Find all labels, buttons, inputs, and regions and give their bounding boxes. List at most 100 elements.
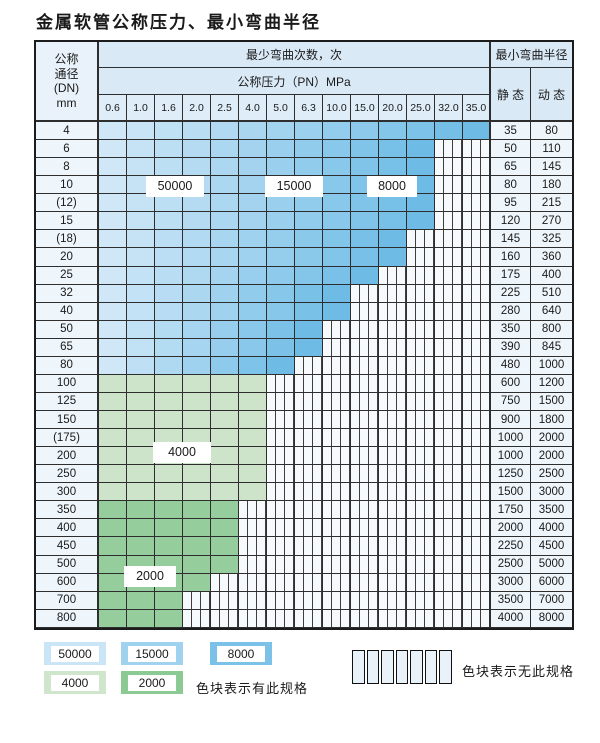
static-radius-cell: 1250 [491, 465, 531, 484]
spec-cell [295, 212, 323, 231]
no-spec-cell [379, 573, 407, 592]
dynamic-radius-cell: 110 [531, 140, 572, 159]
spec-cell [183, 392, 211, 411]
static-radius-cell: 2250 [491, 537, 531, 556]
spec-cell [155, 302, 183, 321]
spec-cell [295, 158, 323, 177]
spec-cell [267, 230, 295, 249]
spec-cell [127, 158, 155, 177]
spec-cell [127, 591, 155, 610]
spec-cell [183, 555, 211, 574]
no-spec-cell [351, 573, 379, 592]
legend-swatch-label: 50000 [51, 645, 99, 662]
no-spec-cell [351, 320, 379, 339]
static-radius-cell: 750 [491, 392, 531, 411]
no-spec-cell [407, 429, 435, 448]
no-spec-cell [463, 212, 491, 231]
static-radius-cell: 1750 [491, 501, 531, 520]
spec-cell [155, 483, 183, 502]
no-spec-cell [379, 411, 407, 430]
spec-cell [155, 411, 183, 430]
dynamic-radius-cell: 800 [531, 320, 572, 339]
no-spec-cell [351, 591, 379, 610]
spec-cell [267, 194, 295, 213]
spec-cell [99, 447, 127, 466]
no-spec-cell [267, 483, 295, 502]
spec-cell [183, 284, 211, 303]
spec-cell [99, 573, 127, 592]
no-spec-cell [323, 338, 351, 357]
spec-cell [239, 447, 267, 466]
spec-cell [351, 248, 379, 267]
no-spec-cell [351, 356, 379, 375]
no-spec-cell [463, 248, 491, 267]
dn-cell: 400 [36, 519, 99, 538]
spec-cell [267, 356, 295, 375]
spec-cell [295, 194, 323, 213]
static-radius-cell: 900 [491, 411, 531, 430]
spec-cell [99, 591, 127, 610]
no-spec-cell [407, 392, 435, 411]
spec-cell [99, 501, 127, 520]
spec-cell [295, 248, 323, 267]
no-spec-cell [267, 374, 295, 393]
no-spec-cell [379, 555, 407, 574]
spec-cell [351, 194, 379, 213]
spec-cell [155, 609, 183, 628]
legend-swatch-50000: 50000 [44, 642, 106, 665]
spec-cell [239, 356, 267, 375]
spec-cell [211, 194, 239, 213]
spec-cell [295, 284, 323, 303]
spec-cell [267, 266, 295, 285]
spec-cell [295, 122, 323, 141]
no-spec-cell [351, 609, 379, 628]
static-radius-cell: 2000 [491, 519, 531, 538]
no-spec-legend-cell [352, 650, 365, 684]
spec-cell [155, 158, 183, 177]
no-spec-cell [463, 591, 491, 610]
no-spec-cell [435, 320, 463, 339]
dynamic-radius-cell: 640 [531, 302, 572, 321]
spec-cell [211, 501, 239, 520]
static-header: 静 态 [491, 68, 531, 122]
cycles-label-50000: 50000 [146, 176, 204, 197]
dynamic-radius-cell: 3500 [531, 501, 572, 520]
static-radius-cell: 50 [491, 140, 531, 159]
pressure-value-header: 5.0 [267, 95, 295, 122]
no-spec-legend-cell [410, 650, 423, 684]
spec-cell [211, 555, 239, 574]
dn-cell: 15 [36, 212, 99, 231]
no-spec-cell [323, 555, 351, 574]
spec-cell [211, 465, 239, 484]
spec-cell [155, 338, 183, 357]
no-spec-cell [351, 284, 379, 303]
static-radius-cell: 80 [491, 176, 531, 195]
no-spec-cell [323, 573, 351, 592]
no-spec-cell [407, 411, 435, 430]
pressure-value-header: 4.0 [239, 95, 267, 122]
spec-cell [99, 411, 127, 430]
spec-cell [211, 338, 239, 357]
dynamic-header: 动 态 [531, 68, 572, 122]
spec-cell [239, 320, 267, 339]
spec-cell [211, 320, 239, 339]
pressure-value-header: 2.5 [211, 95, 239, 122]
no-spec-cell [239, 555, 267, 574]
dn-cell: 250 [36, 465, 99, 484]
spec-cell [239, 212, 267, 231]
spec-cell [211, 429, 239, 448]
pressure-value-header: 25.0 [407, 95, 435, 122]
cycles-label-2000: 2000 [124, 566, 176, 587]
no-spec-cell [295, 374, 323, 393]
spec-cell [239, 465, 267, 484]
no-spec-cell [323, 483, 351, 502]
spec-cell [155, 284, 183, 303]
no-spec-cell [407, 501, 435, 520]
no-spec-cell [267, 591, 295, 610]
no-spec-cell [407, 465, 435, 484]
spec-cell [99, 356, 127, 375]
spec-cell [211, 158, 239, 177]
no-spec-cell [267, 501, 295, 520]
no-spec-cell [435, 519, 463, 538]
no-spec-cell [267, 411, 295, 430]
